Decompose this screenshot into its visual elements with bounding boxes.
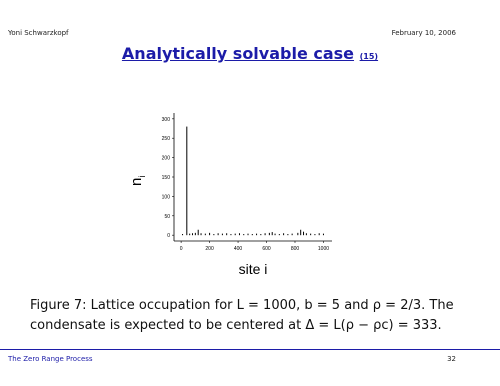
bar (297, 232, 299, 236)
x-tick-label: 800 (291, 246, 300, 252)
y-tick-label: 50 (164, 214, 170, 220)
bar (314, 234, 316, 236)
bar (221, 233, 223, 236)
date: February 10, 2006 (391, 29, 456, 37)
y-label-sub: i (137, 176, 147, 178)
y-label-main: n (128, 178, 145, 186)
x-tick-label: 400 (234, 246, 243, 252)
bar (268, 232, 270, 236)
slide-title: Analytically solvable case (15) (0, 44, 500, 63)
title-ref: (15) (359, 52, 379, 61)
footer-title: The Zero Range Process (8, 355, 93, 363)
bar (186, 126, 188, 236)
x-tick-label: 200 (205, 246, 214, 252)
bar (234, 233, 236, 236)
bar (204, 233, 206, 236)
page-number: 32 (447, 355, 456, 363)
bar (322, 233, 324, 236)
bar (291, 233, 293, 236)
bar (197, 229, 199, 236)
bar (278, 234, 280, 236)
caption: Figure 7: Lattice occupation for L = 100… (30, 298, 454, 333)
bar (256, 233, 258, 236)
bar (189, 233, 191, 236)
bar (260, 234, 262, 236)
bar (194, 232, 196, 236)
bar (192, 233, 194, 236)
x-tick-label: 0 (180, 246, 183, 252)
y-tick-label: 250 (162, 136, 171, 142)
bar (247, 233, 249, 236)
y-tick-label: 0 (167, 233, 170, 239)
bar (217, 233, 219, 236)
bar (238, 233, 240, 236)
y-tick-label: 150 (162, 175, 171, 181)
y-tick-label: 100 (162, 194, 171, 200)
author: Yoni Schwarzkopf (8, 29, 69, 37)
y-tick-label: 200 (162, 156, 171, 162)
bar (230, 234, 232, 236)
bar (274, 233, 276, 236)
bar (243, 234, 245, 236)
chart: 0 50 100 150 200 250 300 0 200 400 600 800 1000 ni sit… (128, 113, 332, 277)
bar (213, 234, 215, 236)
bar (310, 233, 312, 236)
bar (182, 234, 184, 236)
y-axis-label: ni (128, 176, 147, 186)
footer-rule (0, 349, 500, 350)
bar (287, 234, 289, 236)
title-text: Analytically solvable case (121, 44, 355, 63)
bar (305, 233, 307, 236)
bar (209, 232, 211, 236)
bar (271, 232, 273, 236)
bar (318, 233, 320, 236)
bar (200, 233, 202, 236)
bar (303, 231, 305, 236)
bar (283, 233, 285, 236)
bar (300, 229, 302, 236)
bar (264, 233, 266, 236)
bar (226, 233, 228, 236)
x-axis-label: site i (239, 261, 268, 277)
x-tick-label: 600 (262, 246, 271, 252)
x-tick-label: 1000 (318, 246, 329, 252)
bar (251, 234, 253, 236)
y-tick-label: 300 (162, 117, 171, 123)
